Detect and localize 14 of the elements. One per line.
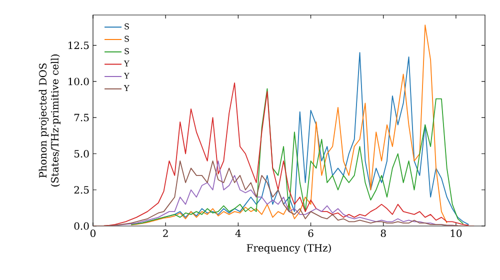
x-tick-label: 10 <box>450 230 462 238</box>
x-tick-label: 0 <box>90 230 96 238</box>
x-tick-label: 6 <box>308 230 314 238</box>
y-tick-label: 10.0 <box>68 78 89 86</box>
y-tick-label: 7.5 <box>74 114 89 122</box>
x-tick-label: 2 <box>163 230 168 237</box>
y-tick-label: 0.0 <box>74 222 89 230</box>
y-tick-label: 5.0 <box>74 150 89 158</box>
x-tick-label: 4 <box>235 230 241 237</box>
x-axis-title: Frequency (THz) <box>246 244 331 254</box>
y-tick-label: 2.5 <box>74 186 89 194</box>
y-axis-title: Phonon projected DOS (States/THz·primitive cell) <box>38 54 60 186</box>
y-tick-label: 12.5 <box>68 42 89 50</box>
x-tick-label: 8 <box>380 230 386 238</box>
